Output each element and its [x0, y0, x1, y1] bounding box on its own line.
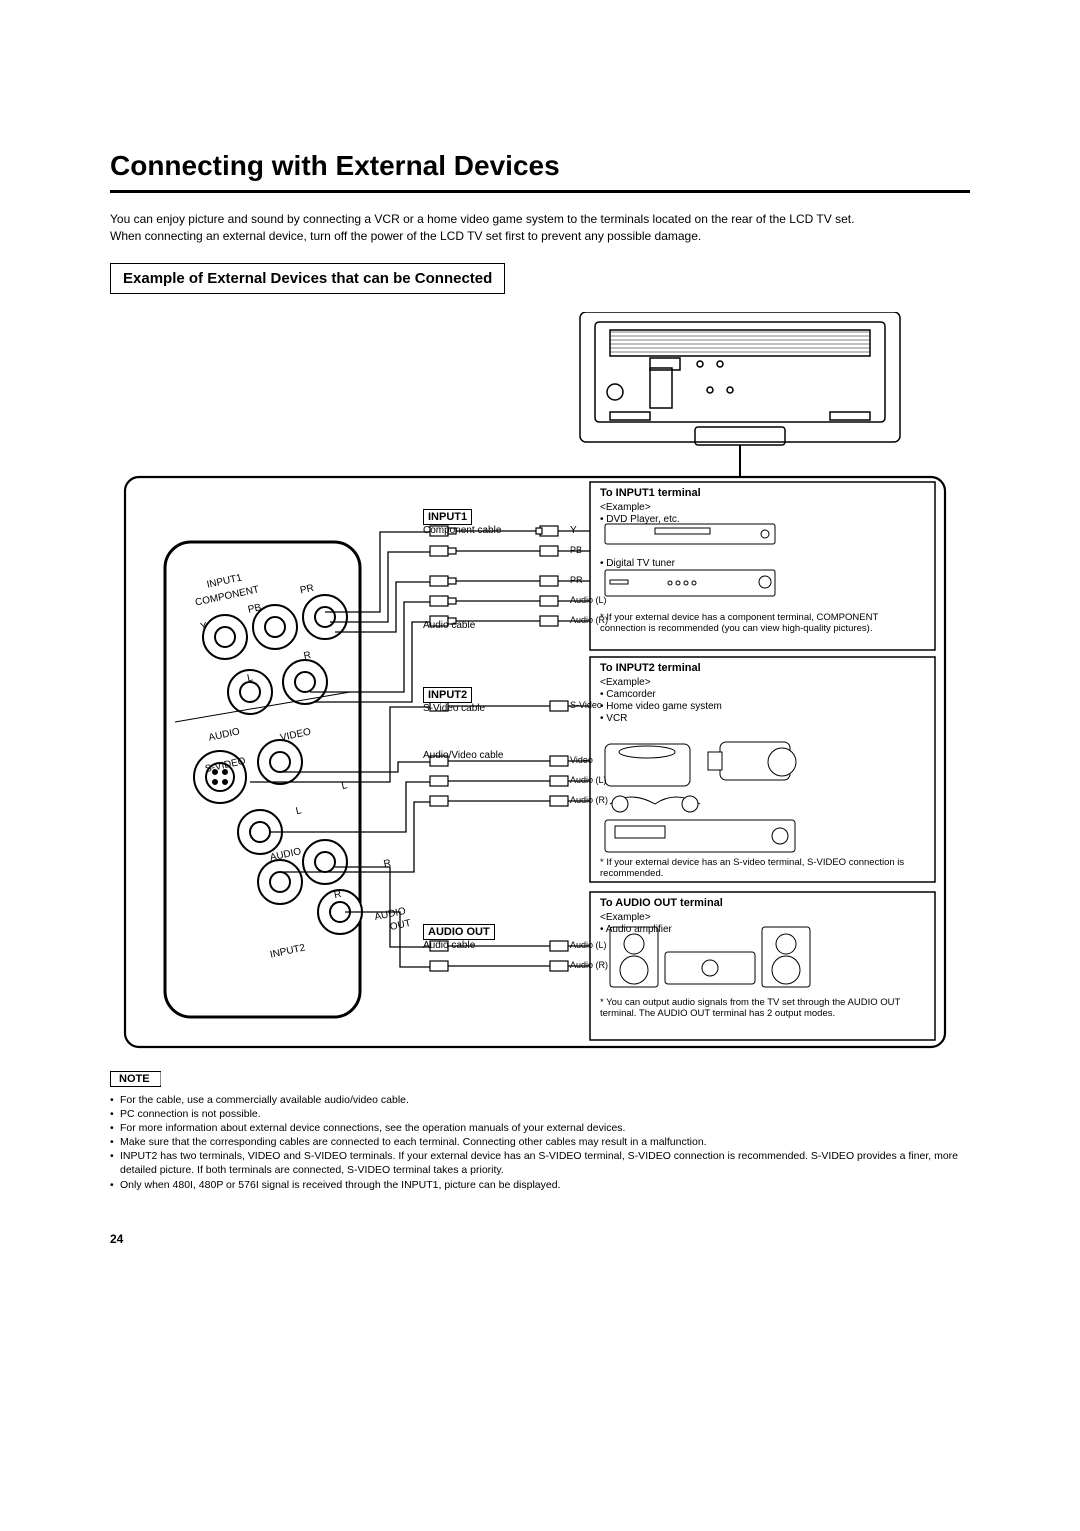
- input1-ex1: • DVD Player, etc.: [600, 514, 680, 525]
- intro-line1: You can enjoy picture and sound by conne…: [110, 211, 970, 228]
- input2-ex2: • Home video game system: [600, 701, 722, 712]
- input1-ex2: • Digital TV tuner: [600, 558, 675, 569]
- diagram-svg: INPUT1 COMPONENT YPBPR LR AUDIO S-VIDEOV…: [110, 312, 960, 1052]
- note-item: PC connection is not possible.: [110, 1107, 970, 1121]
- intro-line2: When connecting an external device, turn…: [110, 228, 970, 245]
- connection-diagram: INPUT1 COMPONENT YPBPR LR AUDIO S-VIDEOV…: [110, 312, 960, 1057]
- input2-ex1: • Camcorder: [600, 689, 656, 700]
- input1-foot: * If your external device has a componen…: [600, 612, 925, 635]
- sig-al2: Audio (L): [570, 775, 607, 785]
- input2-example-lbl: <Example>: [600, 677, 651, 688]
- audioout-ex1: • Audio amplifier: [600, 924, 672, 935]
- page-title: Connecting with External Devices: [110, 150, 970, 193]
- notes-section: NOTE For the cable, use a commercially a…: [110, 1069, 970, 1192]
- av-cable-label: Audio/Video cable: [423, 750, 503, 761]
- sig-v: Video: [570, 755, 593, 765]
- input2-ex3: • VCR: [600, 713, 627, 724]
- audioout-cable: Audio cable: [423, 940, 475, 951]
- svideo-cable-label: S-Video cable: [423, 703, 485, 714]
- sig-pb: PB: [570, 545, 582, 555]
- audioout-foot: * You can output audio signals from the …: [600, 997, 925, 1020]
- note-item: For the cable, use a commercially availa…: [110, 1093, 970, 1107]
- notes-list: For the cable, use a commercially availa…: [110, 1093, 970, 1192]
- sig-al1: Audio (L): [570, 595, 607, 605]
- sig-sv: S-Video: [570, 700, 602, 710]
- audioout-label: AUDIO OUT: [423, 924, 495, 940]
- note-item: INPUT2 has two terminals, VIDEO and S-VI…: [110, 1149, 970, 1177]
- sig-pr: PR: [570, 575, 583, 585]
- audioout-example-lbl: <Example>: [600, 912, 651, 923]
- audioout-heading: To AUDIO OUT terminal: [600, 897, 723, 909]
- note-label: NOTE: [110, 1071, 161, 1087]
- audio-cable-label: Audio cable: [423, 620, 475, 631]
- svg-text:R: R: [383, 857, 392, 869]
- component-cable-label: Component cable: [423, 525, 501, 536]
- page-number: 24: [110, 1232, 970, 1246]
- sig-ar2: Audio (R): [570, 795, 608, 805]
- sig-al3: Audio (L): [570, 940, 607, 950]
- sig-ar3: Audio (R): [570, 960, 608, 970]
- input2-foot: * If your external device has an S-video…: [600, 857, 925, 880]
- input2-heading: To INPUT2 terminal: [600, 662, 701, 674]
- input1-example-lbl: <Example>: [600, 502, 651, 513]
- note-item: For more information about external devi…: [110, 1121, 970, 1135]
- input1-heading: To INPUT1 terminal: [600, 487, 701, 499]
- note-item: Only when 480I, 480P or 576I signal is r…: [110, 1178, 970, 1192]
- sig-y: Y: [570, 525, 577, 536]
- input2-label: INPUT2: [423, 687, 472, 703]
- intro-text: You can enjoy picture and sound by conne…: [110, 211, 970, 245]
- input1-label: INPUT1: [423, 509, 472, 525]
- section-heading: Example of External Devices that can be …: [110, 263, 505, 294]
- note-item: Make sure that the corresponding cables …: [110, 1135, 970, 1149]
